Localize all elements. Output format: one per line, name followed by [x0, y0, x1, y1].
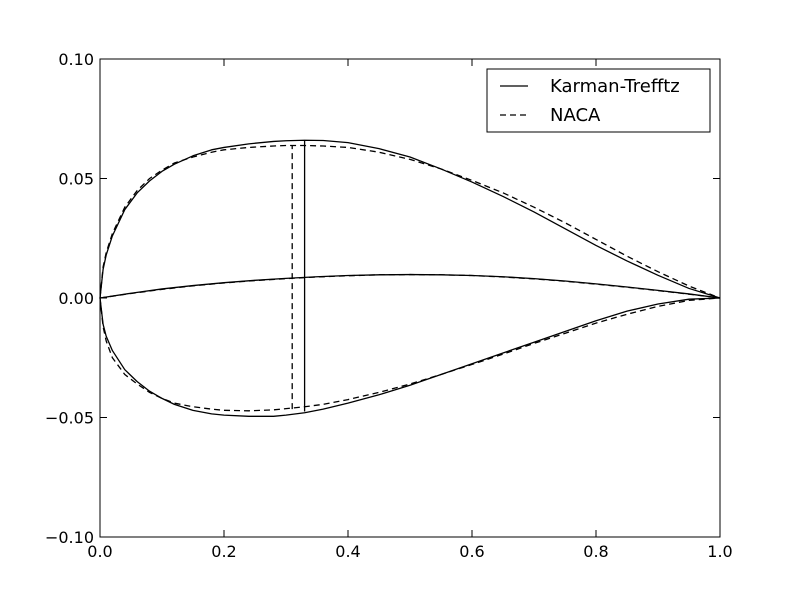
plot-frame: [99, 58, 721, 538]
lower-surface-line: [99, 297, 721, 417]
plot-series: [99, 139, 721, 417]
y-tick-label: 0.10: [58, 50, 94, 69]
x-tick-label: 0.2: [211, 542, 236, 561]
series-karman-trefftz: [99, 139, 721, 417]
x-tick-label: 0.6: [459, 542, 484, 561]
legend-label: NACA: [550, 105, 601, 126]
lower-surface-line: [99, 297, 721, 412]
x-tick-label: 0.0: [87, 542, 112, 561]
x-tick-label: 1.0: [707, 542, 732, 561]
legend-label: Karman-Trefftz: [550, 76, 680, 97]
upper-surface-line: [99, 144, 721, 299]
x-tick-label: 0.8: [583, 542, 608, 561]
y-tick-label: 0.00: [58, 289, 94, 308]
legend: Karman-Trefftz NACA: [486, 68, 711, 133]
y-tick-label: −0.10: [45, 528, 94, 547]
series-naca: [99, 144, 721, 412]
upper-surface-line: [99, 139, 721, 299]
camber-line: [99, 273, 721, 299]
x-tick-label: 0.4: [335, 542, 360, 561]
y-tick-label: 0.05: [58, 170, 94, 189]
legend-box: [486, 68, 711, 133]
y-tick-label: −0.05: [45, 409, 94, 428]
